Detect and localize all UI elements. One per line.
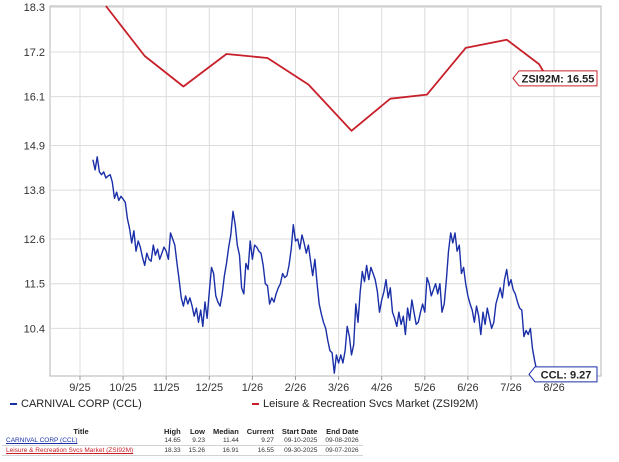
x-tick-label: 7/26 [500,382,521,394]
x-tick-label: 6/26 [457,382,478,394]
y-tick-label: 18.3 [24,2,45,14]
cell-start-date: 09-10-2025 [284,437,318,444]
header-end-date: End Date [326,427,359,436]
x-tick-label: 11/25 [153,382,180,394]
cell-start-date: 09-30-2025 [277,445,322,456]
plot-area-border [49,5,602,377]
legend-item-ccl: CARNIVAL CORP (CCL) [10,398,142,410]
end-label-ccl: CCL: 9.27 [528,366,598,383]
y-tick-label: 16.1 [24,92,45,104]
summary-table: Title High Low Median Current Start Date… [2,427,363,456]
cell-high: 18.33 [160,445,185,456]
series-layer [92,5,549,375]
cell-current: 9.27 [261,437,274,444]
end-labels: CCL: 9.27 ZSI92M: 16.55 [512,70,598,383]
table-row: CARNIVAL CORP (CCL) 14.65 9.23 11.44 9.2… [2,436,363,446]
x-tick-label: 5/26 [414,382,435,394]
end-label-text-zsi92m: ZSI92M: 16.55 [522,73,595,85]
y-tick-label: 11.5 [24,279,45,291]
y-tick-label: 10.4 [24,323,45,335]
x-tick-label: 8/26 [543,382,564,394]
x-tick-label: 4/26 [371,382,392,394]
x-tick-label: 10/25 [109,382,137,394]
series-link-zsi92m[interactable]: Leisure & Recreation Svcs Market (ZSI92M… [2,445,160,456]
legend-label-zsi92m: Leisure & Recreation Svcs Market (ZSI92M… [263,398,479,410]
header-median: Median [212,427,239,436]
series-line-zsi92m [105,5,549,132]
cell-low: 15.26 [184,445,209,456]
header-low: Low [189,427,205,436]
y-tick-label: 14.9 [24,140,45,152]
x-tick-label: 9/25 [69,382,90,394]
cell-current: 16.55 [242,445,278,456]
legend-swatch-ccl [10,403,17,406]
x-axis-ticks: 9/25 10/25 11/25 12/25 1/26 2/26 3/26 4/26 5/26 6… [69,376,565,394]
cell-end-date: 09-08-2026 [325,437,359,444]
cell-high: 14.65 [164,437,181,444]
end-label-text-ccl: CCL: 9.27 [541,369,592,381]
legend-label-ccl: CARNIVAL CORP (CCL) [21,398,142,410]
header-current: Current [246,427,274,436]
end-label-box-zsi92m [512,70,598,87]
end-label-box-ccl [528,366,598,383]
header-high: High [164,427,181,436]
x-tick-label: 3/26 [328,382,349,394]
cell-median: 11.44 [223,437,239,444]
table-row: Leisure & Recreation Svcs Market (ZSI92M… [2,445,363,456]
series-line-ccl [92,156,540,375]
y-tick-label: 12.6 [24,234,45,246]
cell-low: 9.23 [192,437,205,444]
y-tick-label: 17.2 [24,47,45,59]
cell-end-date: 09-07-2026 [321,445,363,456]
cell-median: 16.91 [208,445,243,456]
x-tick-label: 2/26 [285,382,306,394]
x-tick-label: 1/26 [242,382,263,394]
header-start-date: Start Date [281,427,318,436]
summary-table-header: Title High Low Median Current Start Date… [2,427,363,436]
header-title: Title [73,427,89,436]
y-tick-label: 13.8 [24,185,45,197]
end-label-zsi92m: ZSI92M: 16.55 [512,70,598,87]
legend-item-zsi92m: Leisure & Recreation Svcs Market (ZSI92M… [252,398,478,410]
y-axis-ticks: 18.3 17.2 16.1 14.9 13.8 12.6 11.5 10.4 [24,2,45,335]
series-link-ccl[interactable]: CARNIVAL CORP (CCL) [6,437,78,444]
x-tick-label: 12/25 [196,382,224,394]
legend-swatch-zsi92m [252,403,259,406]
